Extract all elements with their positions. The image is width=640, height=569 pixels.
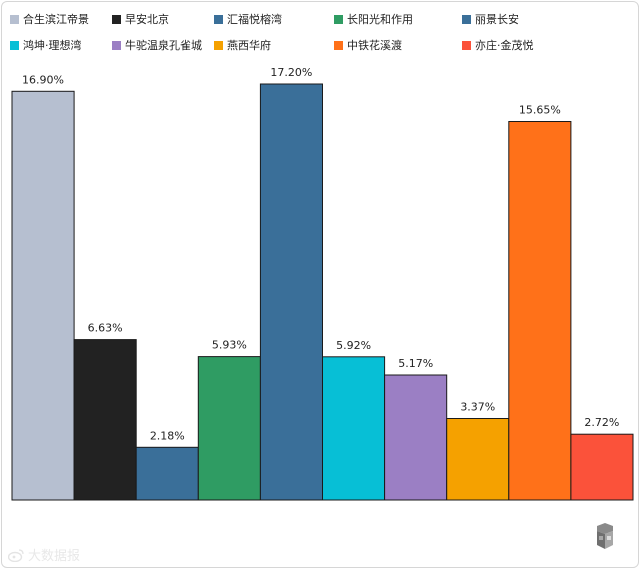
- legend-swatch: [214, 14, 223, 24]
- bar: [73, 339, 137, 501]
- bar: [570, 433, 634, 501]
- data-label: 5.17%: [398, 357, 433, 370]
- legend-label: 牛驼温泉孔雀城: [125, 39, 202, 52]
- legend-label: 燕西华府: [227, 39, 271, 52]
- bar: [384, 374, 448, 501]
- legend: 合生滨江帝景 早安北京 汇福悦榕湾 长阳光和作用 丽景长安鸿坤·理想湾 牛驼温泉孔雀城 燕西…: [10, 12, 630, 52]
- legend-label: 早安北京: [125, 13, 169, 26]
- legend-swatch: [214, 40, 223, 50]
- legend-label: 丽景长安: [475, 13, 519, 26]
- legend-label: 中铁花溪渡: [347, 39, 402, 52]
- legend-item: 中铁花溪渡: [334, 38, 462, 52]
- data-label: 3.37%: [460, 401, 495, 414]
- box-logo-icon: [597, 523, 613, 549]
- legend-item: 鸿坤·理想湾: [10, 38, 112, 52]
- data-label: 17.20%: [270, 66, 312, 79]
- legend-swatch: [112, 14, 121, 24]
- legend-swatch: [334, 40, 343, 50]
- legend-item: 亦庄·金茂悦: [462, 38, 582, 52]
- data-label: 6.63%: [88, 322, 123, 335]
- legend-item: 长阳光和作用: [334, 12, 462, 26]
- legend-label: 合生滨江帝景: [23, 13, 89, 26]
- data-label: 2.72%: [584, 416, 619, 429]
- data-label: 15.65%: [519, 104, 561, 117]
- bar: [197, 356, 261, 501]
- legend-item: 早安北京: [112, 12, 214, 26]
- legend-label: 亦庄·金茂悦: [475, 39, 534, 52]
- legend-swatch: [10, 40, 19, 50]
- watermark-text: 大数据报: [28, 549, 81, 564]
- bar: [11, 90, 75, 501]
- bar: [322, 356, 386, 501]
- watermark: 大数据报: [8, 545, 80, 564]
- legend-swatch: [10, 14, 19, 24]
- data-label: 5.93%: [212, 339, 247, 352]
- legend-item: 丽景长安: [462, 12, 582, 26]
- weibo-icon: [8, 548, 24, 562]
- legend-swatch: [462, 14, 471, 24]
- bar: [259, 83, 323, 501]
- bar: [508, 121, 572, 501]
- legend-item: 合生滨江帝景: [10, 12, 112, 26]
- legend-label: 鸿坤·理想湾: [23, 39, 82, 52]
- legend-item: 牛驼温泉孔雀城: [112, 38, 214, 52]
- legend-swatch: [334, 14, 343, 24]
- bar: [446, 418, 510, 501]
- legend-swatch: [112, 40, 121, 50]
- legend-item: 汇福悦榕湾: [214, 12, 334, 26]
- legend-item: 燕西华府: [214, 38, 334, 52]
- bar: [135, 446, 199, 501]
- data-label: 2.18%: [150, 429, 185, 442]
- data-label: 5.92%: [336, 339, 371, 352]
- data-label: 16.90%: [22, 73, 64, 86]
- legend-label: 长阳光和作用: [347, 13, 413, 26]
- legend-label: 汇福悦榕湾: [227, 13, 282, 26]
- legend-swatch: [462, 40, 471, 50]
